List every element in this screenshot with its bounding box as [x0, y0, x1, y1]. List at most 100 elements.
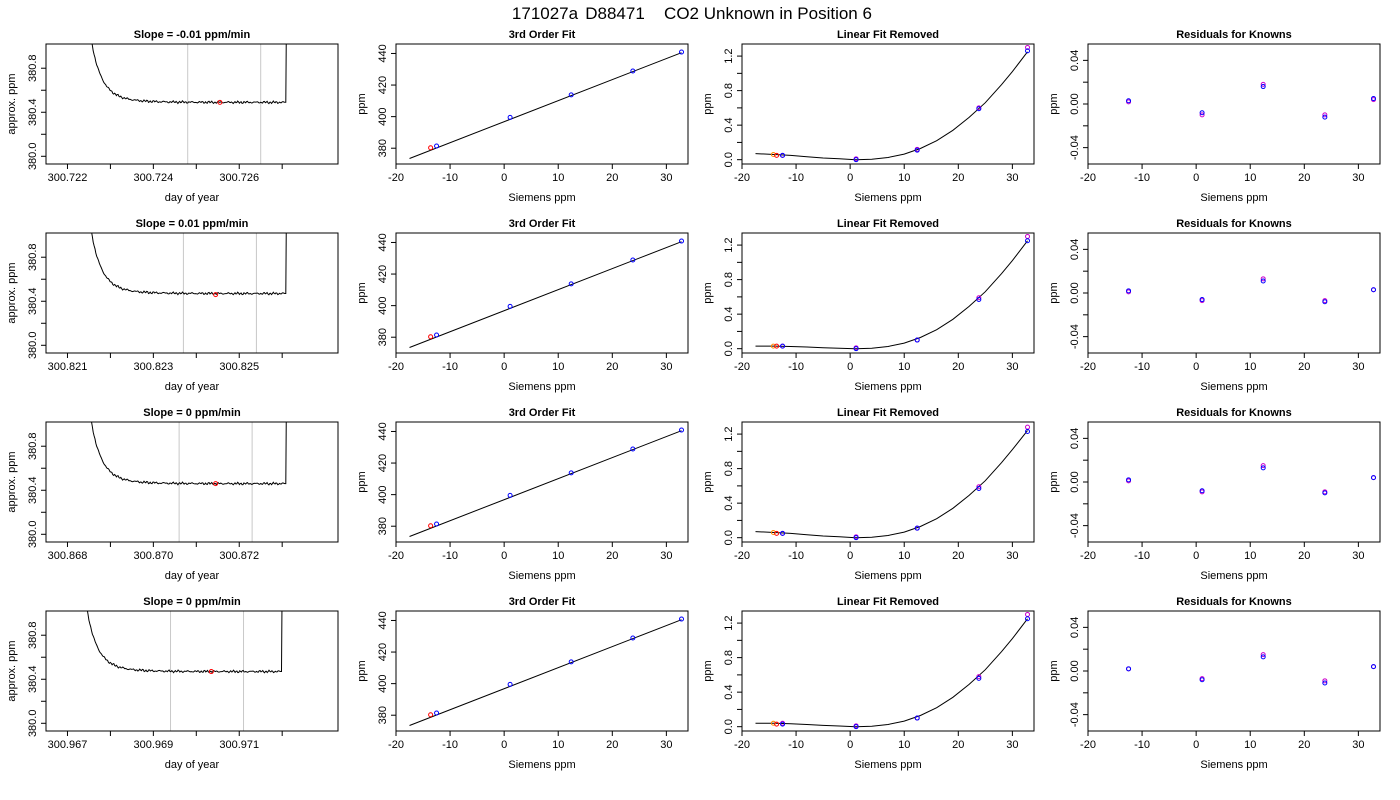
residual-alt-point — [1260, 81, 1266, 87]
x-axis-label: Siemens ppm — [854, 192, 921, 204]
x-axis-label: day of year — [165, 570, 220, 582]
plot-area — [1126, 463, 1377, 496]
y-tick-label: 1.2 — [723, 48, 735, 63]
residual-point — [1260, 278, 1266, 284]
y-tick-label: 0.04 — [1069, 428, 1081, 449]
panel-fit-r2: 3rd Order Fit Siemens ppm ppm -20 -10 0 10 20 30… — [356, 218, 689, 393]
panel-timeseries-r1: Slope = -0.01 ppm/min day of year approx. … — [6, 29, 339, 204]
x-tick-label: 20 — [952, 361, 964, 373]
residual-alt-point — [1260, 652, 1266, 658]
x-tick-label: 30 — [1352, 739, 1364, 751]
x-tick-label: 10 — [1244, 739, 1256, 751]
known-point — [780, 343, 786, 349]
known-point — [1025, 616, 1031, 622]
panels-grid: Slope = -0.01 ppm/min day of year approx. … — [6, 29, 1381, 771]
plot-area — [91, 233, 287, 353]
x-tick-label: 300.967 — [48, 739, 88, 751]
x-axis-label: day of year — [165, 759, 220, 771]
sample-mean-point — [213, 292, 219, 298]
known-point — [976, 296, 982, 302]
x-tick-label: -10 — [1134, 739, 1150, 751]
residual-point — [1260, 84, 1266, 90]
panel-residuals-r2: Residuals for Knowns Siemens ppm ppm -20 -10… — [1048, 218, 1381, 393]
x-tick-label: 0 — [1193, 550, 1199, 562]
x-tick-label: -10 — [1134, 550, 1150, 562]
x-tick-label: 0 — [501, 739, 507, 751]
x-tick-label: 10 — [1244, 172, 1256, 184]
figure-title-tank: D88471 — [585, 4, 645, 23]
x-tick-label: -20 — [734, 361, 750, 373]
unknown-point — [428, 712, 434, 718]
residual-point — [1126, 477, 1132, 483]
x-tick-label: 300.724 — [133, 172, 173, 184]
known-point — [780, 152, 786, 158]
y-tick-label: 0.04 — [1069, 239, 1081, 260]
known-standard-point — [568, 470, 574, 476]
y-tick-label: 380.8 — [27, 243, 39, 271]
plot-frame — [741, 43, 1035, 165]
y-tick-label: 0.00 — [1069, 471, 1081, 492]
x-tick-label: -10 — [442, 361, 458, 373]
panel-residual_curve-r1: Linear Fit Removed Siemens ppm ppm -20 -10 0 1… — [702, 29, 1035, 204]
plot-frame — [1087, 232, 1381, 354]
y-tick-label: 400 — [377, 296, 389, 314]
unknown-point — [774, 152, 780, 158]
known-point — [914, 147, 920, 153]
x-tick-label: 30 — [1352, 361, 1364, 373]
known-standard-point — [630, 68, 636, 74]
y-axis-label: ppm — [356, 93, 368, 114]
x-tick-label: -10 — [442, 550, 458, 562]
panel-residual_curve-r3: Linear Fit Removed Siemens ppm ppm -20 -10 0 1… — [702, 407, 1035, 582]
known-standard-point — [630, 446, 636, 452]
y-tick-label: 0.8 — [723, 650, 735, 665]
panel-timeseries-r3: Slope = 0 ppm/min day of year approx. ppm 3… — [6, 407, 339, 582]
residual-point — [1199, 297, 1205, 303]
y-tick-label: 0.0 — [723, 530, 735, 545]
residual-point — [1199, 488, 1205, 494]
y-tick-label: 0.0 — [723, 719, 735, 734]
y-tick-label: 380 — [377, 328, 389, 346]
y-tick-label: 0.4 — [723, 307, 735, 322]
plot-frame — [1087, 43, 1381, 165]
x-tick-label: -10 — [788, 361, 804, 373]
panel-title: Linear Fit Removed — [837, 29, 939, 41]
y-tick-label: 0.8 — [723, 461, 735, 476]
plot-frame — [395, 232, 689, 354]
x-axis-label: day of year — [165, 192, 220, 204]
nonlinear-curve — [755, 240, 1028, 350]
x-tick-label: 10 — [898, 361, 910, 373]
panel-title: Residuals for Knowns — [1176, 596, 1292, 608]
residual-point — [1322, 299, 1328, 305]
y-tick-label: 0.0 — [723, 341, 735, 356]
x-tick-label: -10 — [442, 739, 458, 751]
x-axis-label: Siemens ppm — [1200, 192, 1267, 204]
y-tick-label: 380.8 — [27, 54, 39, 82]
known-standard-point — [507, 114, 513, 120]
y-tick-label: 400 — [377, 674, 389, 692]
residual-point — [1371, 96, 1377, 102]
y-axis-label: approx. ppm — [6, 73, 18, 134]
plot-area — [1126, 81, 1377, 120]
residual-point — [1371, 287, 1377, 293]
known-standard-point — [434, 332, 440, 338]
plot-area — [409, 238, 685, 348]
nonlinear-curve — [755, 618, 1028, 728]
known-standard-point — [568, 659, 574, 665]
known-alt-point — [976, 484, 982, 490]
x-tick-label: 30 — [660, 550, 672, 562]
panel-title: Slope = 0 ppm/min — [143, 407, 241, 419]
x-axis-label: Siemens ppm — [508, 759, 575, 771]
concentration-trace — [91, 233, 287, 296]
panel-title: Residuals for Knowns — [1176, 407, 1292, 419]
panel-residuals-r3: Residuals for Knowns Siemens ppm ppm -20 -10… — [1048, 407, 1381, 582]
residual-point — [1260, 465, 1266, 471]
known-standard-point — [507, 492, 513, 498]
y-tick-label: 380.0 — [27, 143, 39, 171]
x-tick-label: 0 — [501, 361, 507, 373]
x-tick-label: 10 — [898, 739, 910, 751]
known-point — [853, 157, 859, 163]
unknown-point — [774, 343, 780, 349]
y-axis-label: ppm — [356, 660, 368, 681]
y-tick-label: 380.4 — [27, 287, 39, 315]
x-tick-label: -20 — [388, 361, 404, 373]
